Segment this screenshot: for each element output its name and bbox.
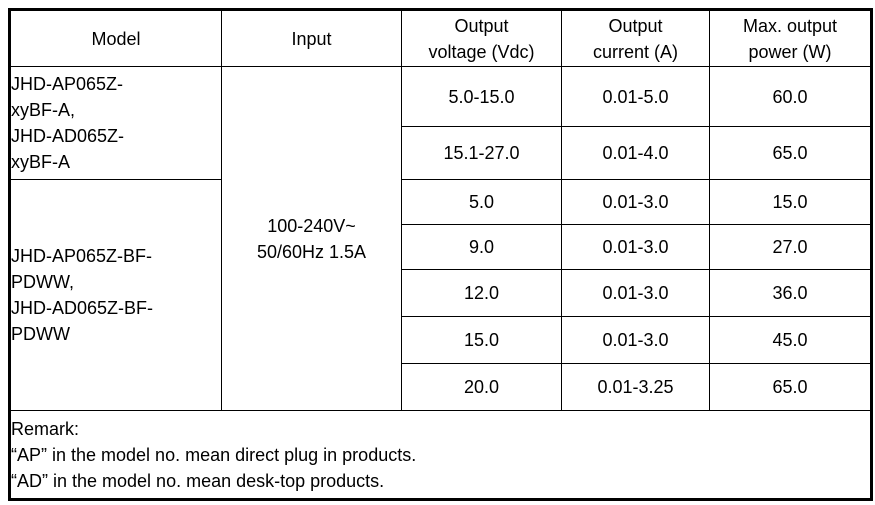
model-group-b-cell: JHD-AP065Z-BF- PDWW, JHD-AD065Z-BF- PDWW [9, 179, 222, 411]
max-power-cell: 36.0 [709, 269, 872, 317]
col-header-output-voltage: Output voltage (Vdc) [401, 9, 562, 67]
table-row: 9.0 0.01-3.0 27.0 [10, 224, 872, 270]
output-current-cell: 0.01-3.25 [561, 363, 710, 411]
header-line-1: Max. output [742, 15, 838, 36]
table-row: 15.1-27.0 0.01-4.0 65.0 [10, 126, 872, 180]
table-row: 15.0 0.01-3.0 45.0 [10, 316, 872, 364]
output-voltage-cell: 5.0 [401, 179, 562, 225]
model-line: xyBF-A [11, 152, 71, 172]
max-power-cell: 65.0 [709, 363, 872, 411]
header-line-2: power (W) [748, 41, 832, 62]
col-header-max-power: Max. output power (W) [709, 9, 872, 67]
max-power-cell: 15.0 [709, 179, 872, 225]
output-current-cell: 0.01-3.0 [561, 316, 710, 364]
header-row: Model Input Output voltage (Vdc) Output … [9, 9, 872, 67]
power-spec-table: Model Input Output voltage (Vdc) Output … [8, 8, 873, 501]
remark-line-ad: “AD” in the model no. mean desk-top prod… [11, 470, 385, 491]
max-power-cell: 27.0 [709, 224, 872, 270]
table-row: JHD-AP065Z-BF- PDWW, JHD-AD065Z-BF- PDWW… [9, 179, 872, 411]
output-voltage-cell: 15.1-27.0 [401, 126, 562, 180]
input-line-1: 100-240V~ [267, 215, 356, 236]
max-power-cell: 60.0 [709, 66, 872, 127]
output-voltage-cell: 9.0 [401, 224, 562, 270]
model-line: PDWW, [11, 272, 74, 292]
table-row: 12.0 0.01-3.0 36.0 [10, 269, 872, 317]
input-line-2: 50/60Hz 1.5A [256, 241, 367, 262]
model-line: PDWW [11, 324, 70, 344]
model-line: JHD-AD065Z-BF- [11, 298, 154, 318]
input-cell: 100-240V~ 50/60Hz 1.5A [221, 66, 402, 411]
model-line: xyBF-A, [11, 100, 76, 120]
output-voltage-cell: 15.0 [401, 316, 562, 364]
max-power-cell: 65.0 [709, 126, 872, 180]
col-header-output-current: Output current (A) [561, 9, 710, 67]
model-line: JHD-AP065Z-BF- [11, 246, 153, 266]
remark-line-ap: “AP” in the model no. mean direct plug i… [11, 444, 417, 465]
table-row: 20.0 0.01-3.25 65.0 [10, 363, 872, 411]
remark-cell: Remark: “AP” in the model no. mean direc… [9, 410, 872, 500]
output-current-cell: 0.01-3.0 [561, 224, 710, 270]
model-line: JHD-AD065Z- [11, 126, 125, 146]
header-line-2: voltage (Vdc) [428, 41, 535, 62]
output-voltage-cell: 12.0 [401, 269, 562, 317]
col-header-input: Input [221, 9, 402, 67]
max-power-cell: 45.0 [709, 316, 872, 364]
output-current-cell: 0.01-4.0 [561, 126, 710, 180]
header-line-1: Output [608, 15, 663, 36]
table-row: JHD-AP065Z- xyBF-A, JHD-AD065Z- xyBF-A 1… [9, 66, 872, 411]
output-voltage-cell: 20.0 [401, 363, 562, 411]
output-current-cell: 0.01-3.0 [561, 269, 710, 317]
remark-title: Remark: [11, 418, 80, 439]
model-line: JHD-AP065Z- [11, 74, 124, 94]
output-voltage-cell: 5.0-15.0 [401, 66, 562, 127]
header-line-2: current (A) [592, 41, 679, 62]
remark-row: Remark: “AP” in the model no. mean direc… [9, 410, 872, 500]
col-header-model: Model [9, 9, 222, 67]
header-line-1: Output [454, 15, 509, 36]
model-group-a-cell: JHD-AP065Z- xyBF-A, JHD-AD065Z- xyBF-A [9, 66, 222, 180]
output-current-cell: 0.01-5.0 [561, 66, 710, 127]
output-current-cell: 0.01-3.0 [561, 179, 710, 225]
